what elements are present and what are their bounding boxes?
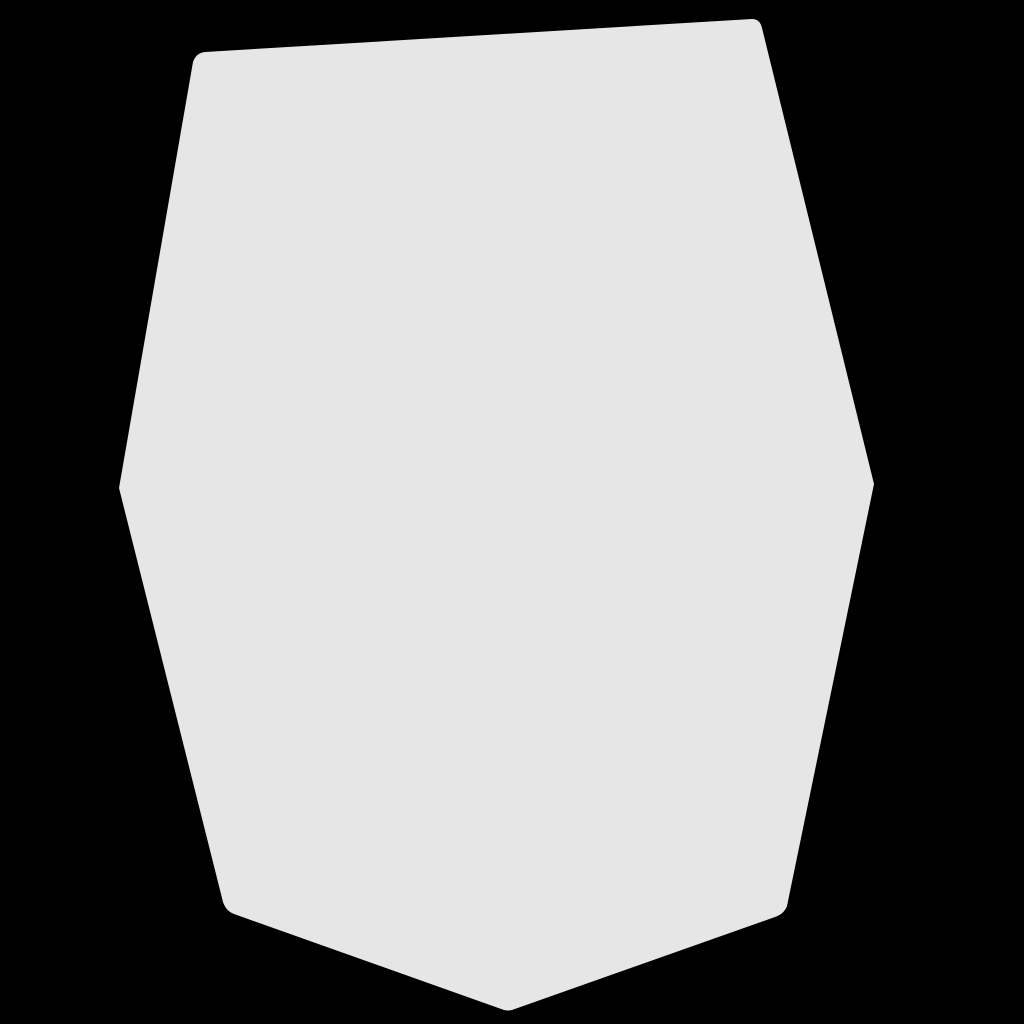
polygon-shape <box>119 19 874 1011</box>
